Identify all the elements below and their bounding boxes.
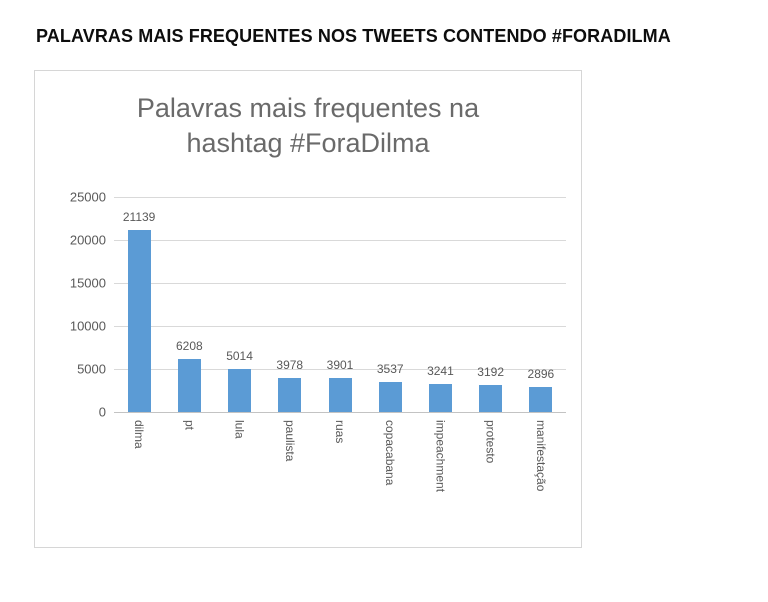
y-tick-label: 25000 (69, 189, 106, 205)
gridline (114, 283, 566, 284)
bar (278, 378, 302, 412)
bar (428, 384, 452, 412)
gridline (114, 369, 566, 370)
gridline (114, 197, 566, 198)
y-tick-label: 10000 (69, 318, 106, 334)
x-tick-label: paulista (282, 420, 297, 462)
x-tick-label: copacabana (383, 420, 398, 486)
y-tick-label: 20000 (69, 232, 106, 248)
x-tick-label: protesto (483, 420, 498, 464)
bar (328, 378, 352, 412)
bar (529, 387, 553, 412)
bar (479, 385, 503, 412)
y-tick-label: 15000 (69, 275, 106, 291)
chart-title: Palavras mais frequentes na hashtag #For… (136, 93, 480, 158)
bar-value-label: 3537 (376, 362, 404, 376)
bar (177, 359, 201, 412)
bar-value-label: 2896 (527, 367, 555, 381)
x-tick-label: ruas (333, 420, 347, 444)
x-tick-label: manifestação (533, 420, 548, 492)
bar (127, 230, 151, 412)
bar-value-label: 3901 (326, 358, 354, 372)
bar (228, 369, 252, 412)
bar-value-label: 21139 (122, 210, 156, 224)
bar-value-label: 5014 (226, 349, 253, 363)
gridline (114, 412, 566, 413)
bar-value-label: 6208 (175, 339, 203, 353)
bar-value-label: 3978 (276, 358, 304, 372)
x-tick-label: dilma (132, 420, 147, 449)
bar (378, 382, 402, 412)
page-title: PALAVRAS MAIS FREQUENTES NOS TWEETS CONT… (36, 26, 671, 46)
bar-value-label: 3192 (477, 365, 505, 379)
gridline (114, 326, 566, 327)
x-tick-label: impeachment (433, 420, 448, 493)
gridline (114, 240, 566, 241)
chart-container: Palavras mais frequentes na hashtag #For… (34, 70, 582, 548)
x-tick-label: pt (182, 420, 197, 431)
bar-value-label: 3241 (427, 364, 454, 378)
y-tick-label: 5000 (77, 361, 106, 377)
x-tick-label: lula (232, 420, 247, 439)
y-tick-label: 0 (98, 404, 106, 420)
